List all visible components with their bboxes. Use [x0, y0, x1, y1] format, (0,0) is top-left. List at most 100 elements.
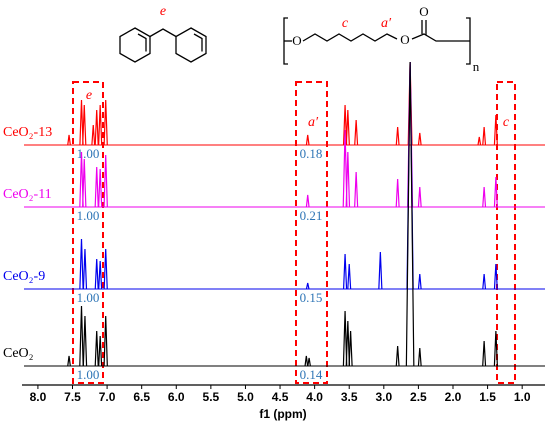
x-tick-label: 5.5 — [203, 390, 220, 404]
x-tick-label: 2.5 — [410, 390, 427, 404]
peak — [482, 126, 487, 146]
peak — [417, 273, 422, 290]
x-tick-label: 4.5 — [272, 390, 289, 404]
peak — [67, 134, 71, 146]
structure-left: e — [119, 4, 207, 63]
peak — [345, 151, 351, 208]
x-tick-label: 6.5 — [133, 390, 150, 404]
peak — [482, 186, 487, 208]
x-tick-label: 1.0 — [514, 390, 531, 404]
structure-label: c — [342, 16, 349, 31]
peak-label: c — [503, 115, 510, 130]
peak — [493, 263, 498, 290]
peak — [347, 263, 352, 290]
repeat-label: n — [473, 59, 480, 74]
peak — [342, 104, 348, 146]
peak — [82, 315, 88, 367]
peak — [417, 186, 422, 208]
peak — [417, 132, 422, 146]
peak — [98, 104, 103, 146]
peak — [482, 340, 487, 367]
x-tick-label: 1.5 — [479, 390, 496, 404]
peak — [91, 124, 96, 146]
peak — [94, 258, 99, 290]
peak — [79, 305, 84, 367]
peak — [304, 355, 309, 367]
ester-bonds — [411, 33, 470, 42]
series-label: CeO₂-9 — [3, 269, 45, 284]
ring-bond — [137, 33, 147, 52]
peak — [354, 119, 359, 146]
peak — [82, 248, 88, 290]
peak — [493, 114, 498, 146]
peak — [103, 248, 108, 290]
region-box — [295, 81, 328, 384]
peak — [305, 282, 310, 290]
peak — [79, 99, 84, 146]
ring-bond — [193, 33, 203, 52]
structure-label: a′ — [381, 16, 392, 31]
x-tick-label: 6.0 — [168, 390, 185, 404]
peak — [82, 158, 87, 208]
series-label: CeO₂-11 — [3, 187, 52, 202]
x-tick-label: 8.0 — [30, 390, 47, 404]
region-box — [72, 81, 104, 384]
integral-label: 0.14 — [300, 367, 323, 382]
x-tick-label: 2.0 — [445, 390, 462, 404]
atom-label: O — [400, 32, 409, 47]
chain — [302, 33, 398, 42]
peak — [103, 99, 108, 146]
peak — [67, 355, 71, 367]
peak — [79, 238, 84, 290]
integral-label: 0.15 — [300, 290, 323, 305]
integral-label: 1.00 — [77, 146, 100, 161]
peak — [378, 251, 383, 290]
structure-right: O c a′ O O n — [283, 4, 480, 74]
series-label: CeO₂-13 — [3, 125, 52, 140]
peak — [348, 330, 353, 367]
peak — [482, 273, 487, 290]
peak — [98, 260, 103, 290]
x-tick-label: 3.0 — [375, 390, 392, 404]
integral-label: 1.00 — [77, 367, 100, 382]
peak — [307, 357, 311, 367]
peak — [395, 345, 400, 367]
structure-label: e — [160, 4, 166, 19]
peak — [493, 330, 498, 367]
peak — [94, 330, 99, 367]
series-label: CeO₂ — [3, 346, 34, 361]
x-axis-label: f1 (ppm) — [259, 407, 306, 421]
peak — [342, 129, 348, 208]
peak — [477, 136, 482, 146]
peak — [417, 347, 422, 367]
peak-label: a′ — [308, 115, 319, 130]
integral-label: 0.21 — [300, 208, 323, 223]
peak — [405, 61, 415, 367]
peak — [345, 320, 351, 367]
peak — [493, 176, 498, 208]
integral-label: 1.00 — [77, 208, 100, 223]
integral-label: 1.00 — [77, 290, 100, 305]
peak — [305, 134, 310, 146]
peak — [354, 171, 359, 208]
peak — [345, 109, 350, 146]
x-tick-label: 5.0 — [237, 390, 254, 404]
ch2-bonds — [149, 28, 177, 38]
x-tick-label: 3.5 — [341, 390, 358, 404]
peak — [103, 315, 108, 367]
atom-label: O — [419, 4, 428, 19]
peak — [342, 253, 348, 290]
atom-label: O — [292, 33, 301, 48]
peak — [395, 126, 400, 146]
x-tick-label: 7.5 — [64, 390, 81, 404]
peak — [82, 104, 87, 146]
integral-label: 0.18 — [300, 146, 323, 161]
peak — [103, 154, 108, 208]
peak — [342, 310, 348, 367]
peak — [94, 109, 99, 146]
peak — [94, 166, 99, 208]
peak — [79, 151, 84, 208]
peak — [395, 178, 400, 208]
peak-label: e — [86, 88, 92, 103]
